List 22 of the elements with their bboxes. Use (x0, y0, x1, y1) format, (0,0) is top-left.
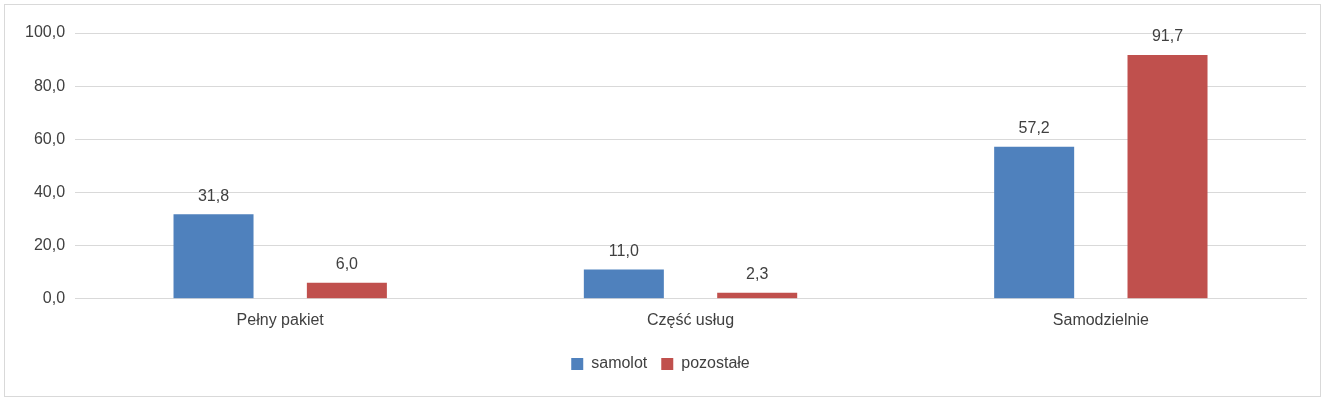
bar (994, 146, 1075, 299)
bar (1127, 55, 1208, 299)
data-label: 6,0 (335, 255, 359, 273)
bar (306, 282, 387, 299)
bar (173, 214, 254, 299)
y-tick-label: 40,0 (33, 182, 66, 200)
data-label: 31,8 (197, 186, 230, 204)
data-label: 11,0 (608, 241, 639, 259)
y-tick-label: 60,0 (33, 129, 66, 147)
data-label: 2,3 (746, 265, 769, 283)
x-tick-label: Część usług (646, 310, 735, 328)
x-tick-label: Samodzielnie (1052, 310, 1149, 328)
x-tick-label: Pełny pakiet (236, 310, 325, 328)
y-tick-label: 80,0 (33, 76, 66, 94)
y-tick-label: 0,0 (42, 289, 66, 307)
legend-label: samolot (591, 354, 648, 372)
data-label: 57,2 (1018, 119, 1050, 137)
y-tick-label: 20,0 (33, 236, 66, 254)
legend-label: pozostałe (681, 354, 750, 372)
bar (583, 269, 664, 299)
y-tick-label: 100,0 (24, 23, 66, 41)
data-label: 91,7 (1151, 27, 1184, 45)
